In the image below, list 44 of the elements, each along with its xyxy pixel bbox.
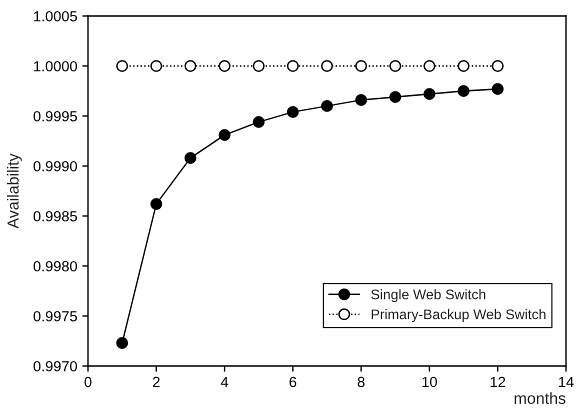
point bbox=[252, 60, 265, 72]
y-axis-title: Availability bbox=[6, 153, 22, 229]
point bbox=[218, 129, 230, 141]
point bbox=[321, 100, 333, 112]
point bbox=[424, 88, 436, 100]
point bbox=[184, 60, 196, 72]
y-tick-label: 0.9985 bbox=[34, 211, 77, 222]
point bbox=[492, 83, 504, 95]
x-tick-label: 14 bbox=[559, 376, 574, 387]
y-tick-label: 1.0000 bbox=[34, 61, 78, 72]
legend-label: Primary-Backup Web Switch bbox=[372, 309, 546, 322]
point bbox=[218, 60, 230, 72]
x-tick-label: 10 bbox=[422, 376, 437, 388]
x-tick-label: 6 bbox=[290, 376, 296, 388]
point bbox=[355, 60, 368, 72]
point bbox=[116, 337, 128, 349]
x-tick-label: 12 bbox=[490, 376, 506, 387]
x-axis-title: months bbox=[514, 392, 566, 404]
y-tick-label: 1.0005 bbox=[34, 11, 77, 22]
point bbox=[286, 60, 299, 72]
legend-label: Single Web Switch bbox=[371, 289, 486, 302]
y-tick-label: 0.9980 bbox=[34, 261, 78, 272]
point bbox=[389, 60, 402, 72]
point bbox=[321, 60, 333, 72]
point bbox=[458, 60, 470, 72]
point bbox=[389, 91, 402, 103]
point bbox=[286, 106, 299, 118]
y-tick-label: 0.9970 bbox=[34, 361, 78, 372]
y-tick-label: 0.9990 bbox=[34, 161, 78, 172]
point bbox=[116, 60, 128, 72]
x-tick-label: 2 bbox=[152, 376, 160, 387]
point bbox=[492, 60, 504, 72]
y-tick-label: 0.9975 bbox=[34, 311, 77, 322]
point bbox=[458, 85, 470, 97]
point bbox=[150, 198, 162, 210]
x-tick-label: 8 bbox=[358, 376, 365, 388]
point bbox=[184, 152, 196, 164]
y-tick-label: 0.9995 bbox=[34, 111, 77, 122]
point bbox=[252, 116, 265, 128]
x-tick-label: 0 bbox=[84, 376, 92, 388]
point bbox=[150, 60, 162, 72]
point bbox=[355, 94, 368, 106]
point bbox=[424, 60, 436, 72]
x-tick-label: 4 bbox=[220, 376, 228, 387]
